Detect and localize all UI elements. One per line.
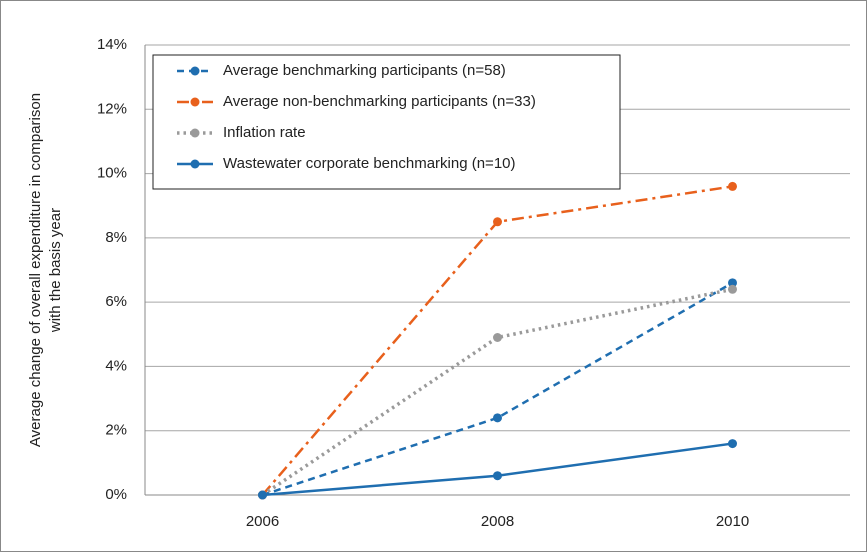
- y-tick-label: 14%: [97, 36, 127, 53]
- data-point: [728, 181, 737, 191]
- y-tick-label: 6%: [105, 293, 127, 310]
- legend-marker: [190, 128, 200, 138]
- legend-label: Average benchmarking participants (n=58): [223, 62, 506, 79]
- data-point: [728, 278, 737, 288]
- data-point: [493, 217, 502, 227]
- data-point: [728, 439, 737, 449]
- legend-box: [152, 54, 621, 190]
- y-axis-label: with the basis year: [47, 208, 64, 333]
- y-tick-label: 12%: [97, 100, 127, 117]
- data-point: [493, 471, 502, 481]
- legend-marker: [190, 97, 200, 107]
- x-tick-label: 2006: [246, 513, 279, 530]
- series-line: [261, 287, 733, 497]
- legend-marker: [190, 159, 200, 169]
- legend-marker: [190, 66, 200, 76]
- x-tick-label: 2010: [716, 513, 749, 530]
- y-tick-label: 10%: [97, 165, 127, 182]
- y-tick-label: 4%: [105, 357, 127, 374]
- legend-label: Inflation rate: [223, 124, 306, 141]
- legend-label: Wastewater corporate benchmarking (n=10): [223, 155, 516, 172]
- data-point: [728, 284, 737, 294]
- y-tick-label: 8%: [105, 229, 127, 246]
- data-point: [493, 413, 502, 423]
- data-point: [258, 490, 267, 500]
- x-tick-label: 2008: [481, 513, 514, 530]
- legend-label: Average non-benchmarking participants (n…: [223, 93, 536, 110]
- y-tick-label: 0%: [105, 486, 127, 503]
- y-tick-label: 2%: [105, 422, 127, 439]
- y-axis-label: Average change of overall expenditure in…: [27, 93, 44, 447]
- data-point: [493, 333, 502, 342]
